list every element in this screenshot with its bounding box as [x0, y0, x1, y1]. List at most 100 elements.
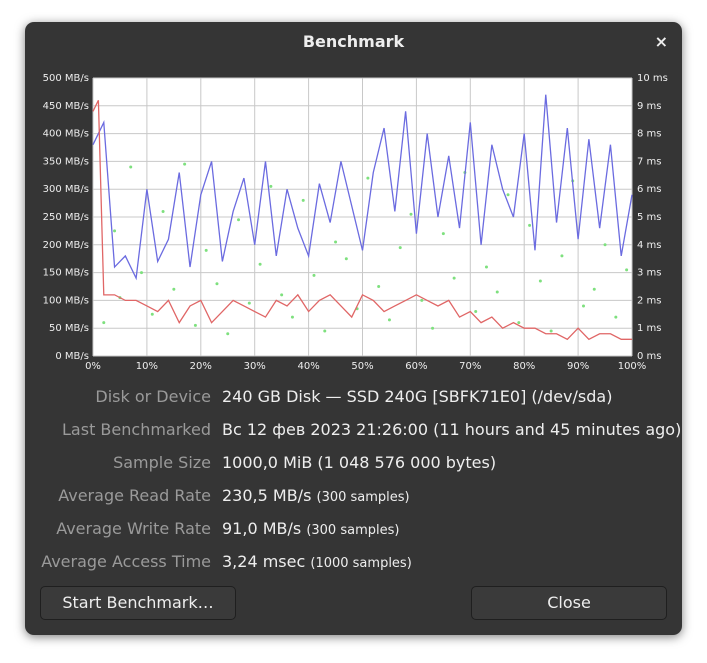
access-point	[474, 310, 478, 314]
access-point	[377, 285, 381, 288]
value-note: (300 samples)	[306, 523, 400, 538]
close-icon[interactable]: ×	[654, 32, 668, 51]
access-point	[452, 276, 456, 280]
close-button[interactable]: Close	[471, 586, 667, 620]
x-tick-label: 50%	[351, 361, 373, 372]
y2-tick-label: 0 ms	[637, 351, 662, 362]
info-label: Sample Size	[113, 453, 211, 472]
y-tick-label: 450 MB/s	[43, 101, 89, 112]
value-text: Вс 12 фев 2023 21:26:00 (11 hours and 45…	[222, 420, 682, 439]
info-row: Disk or Device 240 GB Disk — SSD 240G [SB…	[25, 387, 682, 411]
info-row: Average Access Time 3,24 msec (1000 sampl…	[25, 552, 682, 576]
info-row: Last Benchmarked Вс 12 фев 2023 21:26:00 …	[25, 420, 682, 444]
value-text: 230,5 MB/s	[222, 486, 312, 505]
access-point	[140, 271, 144, 275]
info-row: Average Read Rate 230,5 MB/s (300 samples…	[25, 486, 682, 510]
y-tick-label: 400 MB/s	[43, 129, 89, 140]
access-point	[441, 232, 445, 236]
access-point	[247, 301, 251, 305]
dialog-title: Benchmark	[302, 32, 405, 51]
access-point	[549, 329, 553, 333]
x-tick-label: 30%	[244, 361, 266, 372]
access-point	[215, 282, 219, 286]
x-tick-label: 100%	[618, 361, 647, 372]
value-note: (300 samples)	[316, 490, 410, 505]
access-point	[301, 198, 305, 202]
y-tick-label: 350 MB/s	[43, 156, 89, 167]
start-button[interactable]: Start Benchmark…	[40, 586, 236, 620]
info-label: Average Access Time	[41, 552, 211, 571]
y-tick-label: 100 MB/s	[43, 295, 89, 306]
y2-tick-label: 3 ms	[637, 268, 662, 279]
access-point	[387, 318, 391, 322]
x-tick-label: 70%	[459, 361, 481, 372]
info-label: Disk or Device	[95, 387, 211, 406]
access-point	[226, 332, 230, 336]
info-row: Sample Size 1000,0 MiB (1 048 576 000 byt…	[25, 453, 682, 477]
y-tick-label: 0 MB/s	[55, 351, 89, 362]
value-text: 1000,0 MiB (1 048 576 000 bytes)	[222, 453, 497, 472]
x-tick-label: 90%	[567, 361, 589, 372]
y-tick-label: 500 MB/s	[43, 73, 89, 84]
access-point	[129, 165, 133, 169]
access-point	[161, 209, 165, 213]
access-point	[538, 279, 542, 283]
access-point	[420, 298, 424, 302]
access-point	[366, 176, 370, 180]
access-point	[603, 243, 607, 247]
chart: 0 MB/s 50 MB/s 100 MB/s 150 MB/s 200 MB/s 250…	[43, 73, 668, 372]
access-point	[517, 321, 521, 325]
info-value: Вс 12 фев 2023 21:26:00 (11 hours and 45…	[222, 420, 681, 439]
access-point	[183, 162, 187, 166]
access-point	[113, 229, 117, 233]
access-point	[409, 212, 413, 216]
access-point	[290, 315, 294, 319]
y2-tick-label: 8 ms	[637, 129, 662, 140]
series-line	[92, 99, 632, 341]
access-point	[495, 290, 499, 294]
y-tick-label: 50 MB/s	[49, 323, 89, 334]
access-point	[592, 287, 596, 291]
y2-tick-label: 1 ms	[637, 323, 662, 334]
access-point	[528, 223, 532, 227]
access-point	[312, 273, 316, 277]
y-tick-label: 200 MB/s	[43, 240, 89, 251]
series-line	[92, 94, 633, 281]
y-tick-label: 300 MB/s	[43, 184, 89, 195]
y2-tick-label: 9 ms	[637, 101, 662, 112]
dialog: Benchmark × 0 MB/s 50 MB/s 100 MB/s 150 MB/…	[25, 22, 682, 635]
access-point	[172, 287, 176, 291]
info-row: Average Write Rate 91,0 MB/s (300 samples…	[25, 519, 682, 543]
y2-tick-label: 4 ms	[637, 240, 662, 251]
access-point	[560, 254, 564, 258]
access-point	[398, 246, 402, 250]
value-text: 240 GB Disk — SSD 240G [SBFK71E0] (/dev/…	[222, 387, 613, 406]
info-label: Average Read Rate	[58, 486, 211, 505]
y2-tick-label: 6 ms	[637, 184, 662, 195]
y-tick-label: 150 MB/s	[43, 268, 89, 279]
x-tick-label: 20%	[190, 361, 212, 372]
access-point	[204, 248, 208, 252]
info-value: 230,5 MB/s (300 samples)	[222, 486, 410, 505]
value-text: 3,24 msec	[222, 552, 306, 571]
x-tick-label: 0%	[85, 361, 101, 372]
access-point	[334, 240, 338, 244]
y2-tick-label: 10 ms	[637, 73, 668, 84]
access-point	[102, 321, 106, 325]
x-tick-label: 10%	[136, 361, 158, 372]
x-tick-label: 60%	[405, 361, 427, 372]
access-point	[581, 304, 585, 308]
value-text: 91,0 MB/s	[222, 519, 302, 538]
access-point	[625, 268, 629, 272]
y-tick-label: 250 MB/s	[43, 212, 89, 223]
access-point	[344, 257, 348, 261]
y2-tick-label: 5 ms	[637, 212, 662, 223]
info-value: 240 GB Disk — SSD 240G [SBFK71E0] (/dev/…	[222, 387, 612, 406]
access-point	[150, 312, 154, 316]
access-point	[193, 323, 197, 327]
access-point	[280, 293, 284, 297]
access-point	[237, 218, 241, 222]
access-point	[431, 326, 435, 330]
info-value: 1000,0 MiB (1 048 576 000 bytes)	[222, 453, 496, 472]
